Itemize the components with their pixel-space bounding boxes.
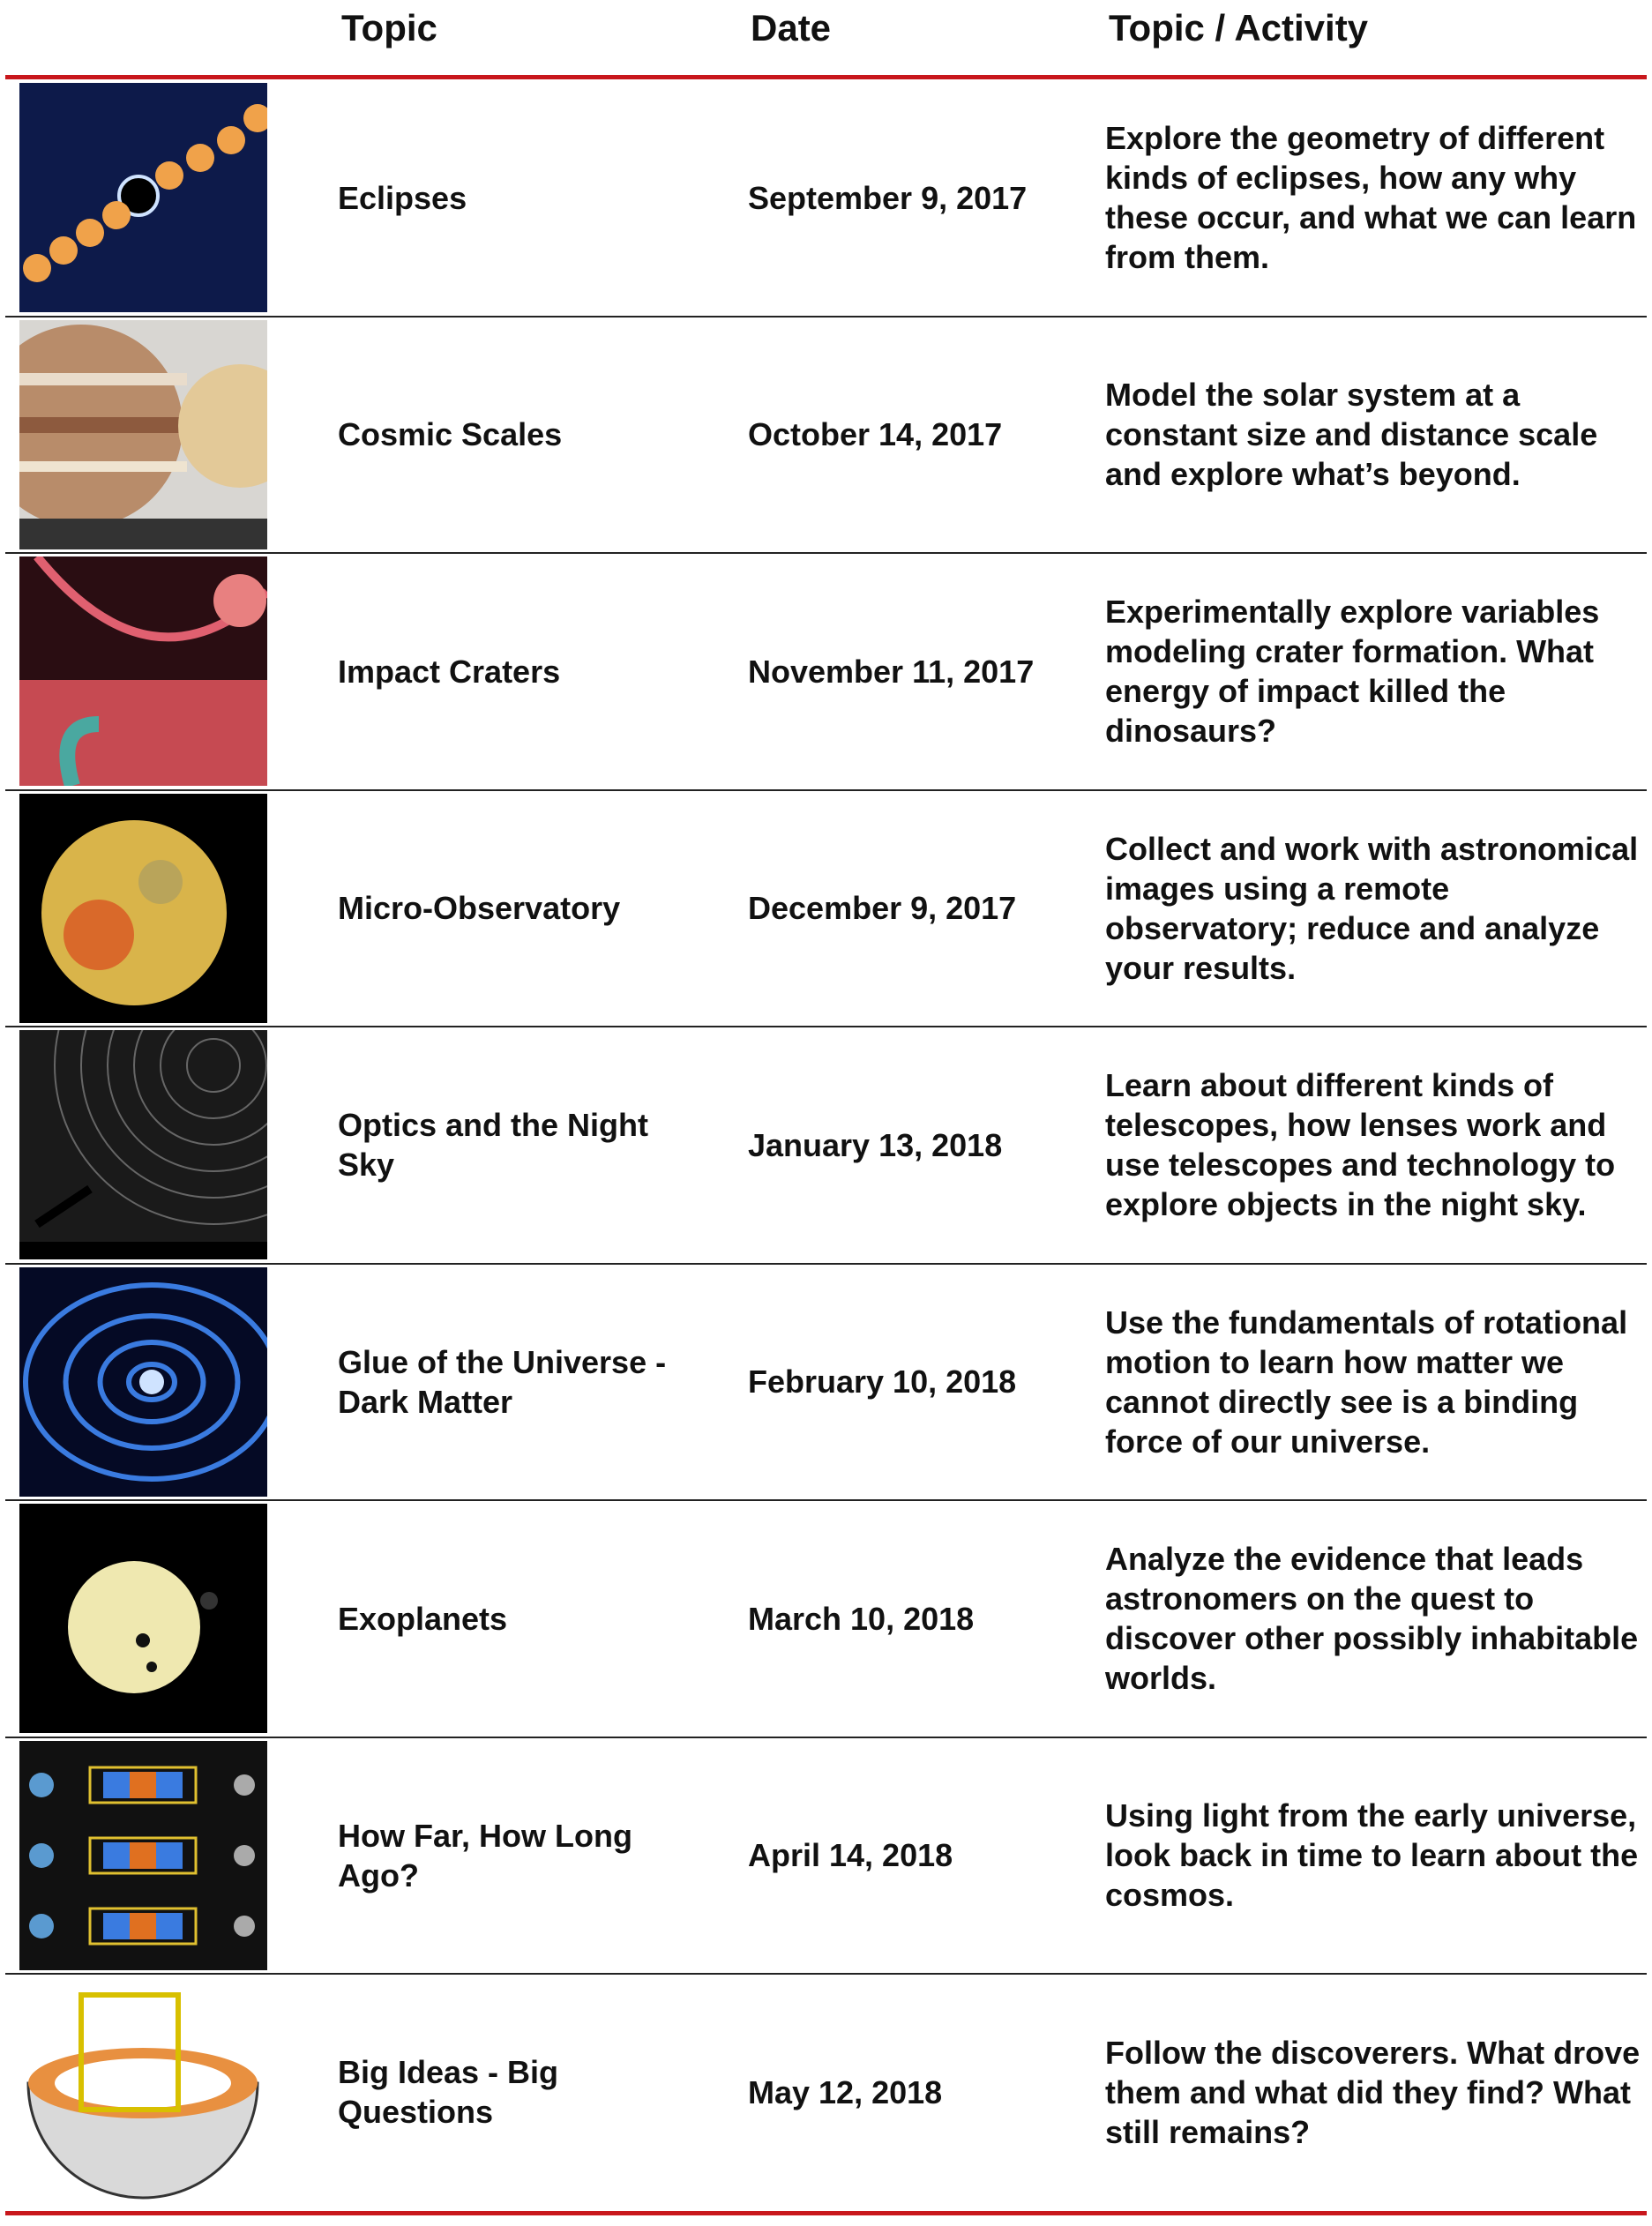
page: {"header": {"columns": ["Topic", "Date",… [0,0,1652,2226]
date: March 10, 2018 [748,1500,1083,1737]
activity: Explore the geometry of different kinds … [1105,79,1643,317]
date: April 14, 2018 [748,1737,1083,1975]
activity: Analyze the evidence that leads astronom… [1105,1500,1643,1737]
date: January 13, 2018 [748,1027,1083,1264]
row-image [19,1977,267,2207]
thumbnail [19,556,267,786]
thumbnail [19,1741,267,1970]
column-header: Topic / Activity [1109,7,1368,49]
activity: Learn about different kinds of telescope… [1105,1027,1643,1264]
date: February 10, 2018 [748,1264,1083,1501]
row-image [19,1267,267,1497]
bottom-rule [5,2211,1647,2215]
thumbnail [19,83,267,312]
topic: Optics and the Night Sky [338,1027,699,1264]
thumbnail [19,1267,267,1497]
column-header: Date [751,7,831,49]
column-header: Topic [341,7,437,49]
row-image [19,1504,267,1733]
row-image [19,1741,267,1970]
row-image [19,556,267,786]
thumbnail [19,1030,267,1259]
topic: Eclipses [338,79,699,317]
topic: Big Ideas - Big Questions [338,1974,699,2211]
date: May 12, 2018 [748,1974,1083,2211]
topic: How Far, How Long Ago? [338,1737,699,1975]
topic: Cosmic Scales [338,317,699,554]
thumbnail [19,1977,267,2207]
row-image [19,83,267,312]
activity: Model the solar system at a constant siz… [1105,317,1643,554]
topic: Exoplanets [338,1500,699,1737]
date: September 9, 2017 [748,79,1083,317]
activity: Using light from the early universe, loo… [1105,1737,1643,1975]
topic: Impact Craters [338,553,699,790]
row-image [19,320,267,549]
date: October 14, 2017 [748,317,1083,554]
activity: Use the fundamentals of rotational motio… [1105,1264,1643,1501]
activity: Experimentally explore variables modelin… [1105,553,1643,790]
topic: Micro-Observatory [338,790,699,1027]
thumbnail [19,1504,267,1733]
date: December 9, 2017 [748,790,1083,1027]
row-image [19,1030,267,1259]
thumbnail [19,794,267,1023]
activity: Follow the discoverers. What drove them … [1105,1974,1643,2211]
thumbnail [19,320,267,549]
date: November 11, 2017 [748,553,1083,790]
activity: Collect and work with astronomical image… [1105,790,1643,1027]
row-image [19,794,267,1023]
topic: Glue of the Universe - Dark Matter [338,1264,699,1501]
